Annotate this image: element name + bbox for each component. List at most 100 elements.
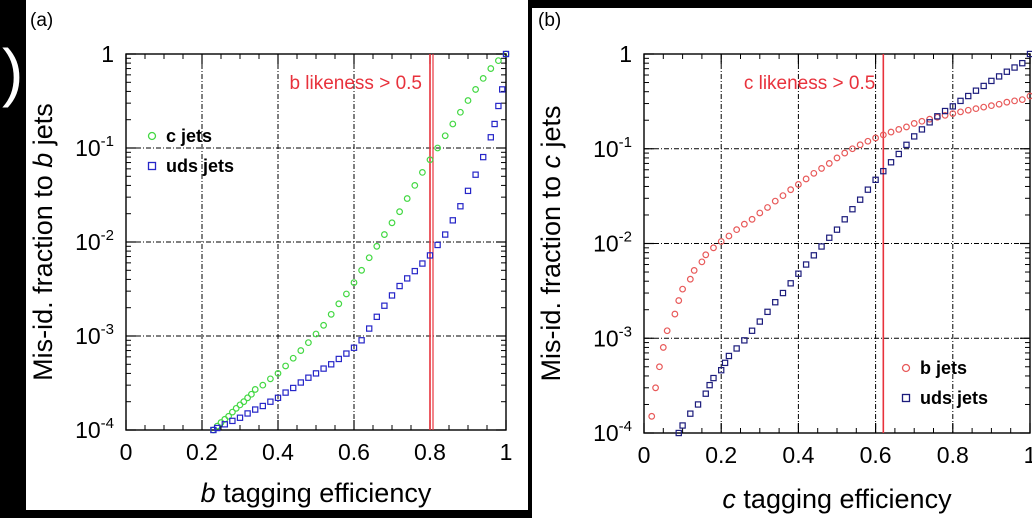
y-tick-label: 1 (619, 41, 632, 67)
data-point-0 (764, 204, 771, 211)
data-point-0 (748, 215, 756, 223)
data-point-1 (366, 325, 373, 332)
data-point-0 (949, 110, 957, 117)
legend-label: c jets (166, 126, 212, 146)
data-point-1 (911, 133, 918, 140)
data-point-0 (274, 370, 282, 377)
x-tick-label: 0.8 (937, 442, 969, 468)
data-point-1 (491, 120, 498, 128)
data-point-0 (698, 258, 706, 266)
data-point-1 (957, 97, 964, 105)
data-point-1 (718, 367, 725, 374)
data-point-0 (910, 120, 918, 127)
y-tick-exponent: -1 (101, 133, 114, 150)
data-point-0 (656, 363, 663, 371)
data-point-1 (350, 344, 358, 351)
data-point-1 (297, 379, 305, 386)
data-point-1 (464, 187, 472, 195)
data-point-1 (841, 216, 848, 223)
data-point-1 (1026, 50, 1032, 58)
x-tick-label: 0.4 (782, 442, 814, 468)
data-point-1 (872, 176, 879, 184)
data-point-1 (895, 150, 902, 158)
y-tick-label: 1 (101, 41, 114, 67)
y-tick-exponent: -2 (101, 227, 114, 244)
data-point-0 (217, 419, 225, 426)
data-point-1 (679, 422, 686, 429)
data-point-1 (236, 414, 244, 421)
data-point-1 (903, 141, 910, 149)
y-tick-exponent: -3 (619, 323, 632, 340)
legend-label: uds jets (166, 156, 234, 176)
data-point-1 (675, 429, 682, 437)
data-point-0 (964, 106, 972, 114)
data-point-1 (988, 77, 995, 85)
data-point-0 (320, 321, 328, 329)
data-point-0 (251, 386, 259, 393)
data-point-0 (426, 156, 434, 164)
y-tick-label: 10-2 (593, 229, 632, 257)
data-point-0 (717, 238, 725, 245)
data-point-0 (833, 154, 841, 162)
y-tick-base: 10 (75, 135, 101, 161)
data-point-0 (381, 231, 388, 238)
data-point-1 (373, 313, 381, 321)
y-tick-base: 10 (593, 325, 619, 351)
x-tick-label: 1 (1024, 442, 1032, 468)
x-tick-label: 0.2 (186, 439, 218, 465)
data-point-1 (419, 260, 426, 267)
data-point-0 (957, 108, 964, 116)
data-point-0 (411, 182, 419, 189)
y-axis-label-prefix: Mis-id. fraction to (28, 168, 58, 381)
data-point-1 (764, 308, 771, 316)
x-tick-label: 0.6 (860, 442, 892, 468)
data-point-0 (464, 97, 472, 104)
data-point-1 (702, 390, 709, 397)
data-point-1 (810, 252, 818, 259)
data-point-1 (290, 384, 297, 392)
data-point-1 (502, 50, 510, 58)
y-tick-exponent: -1 (619, 134, 632, 151)
y-tick-base: 10 (593, 420, 619, 446)
y-axis-label-suffix: jets (536, 105, 566, 155)
legend-label: uds jets (920, 388, 988, 408)
data-point-1 (926, 119, 933, 126)
data-point-0 (710, 244, 717, 252)
data-point-1 (687, 410, 694, 417)
y-tick-base: 10 (75, 229, 101, 255)
data-point-0 (312, 330, 320, 338)
y-axis-label-prefix: Mis-id. fraction to (536, 168, 566, 381)
data-point-0 (675, 297, 683, 304)
legend-marker (147, 161, 157, 171)
x-axis-label-rest: tagging efficiency (216, 478, 432, 508)
data-point-0 (396, 208, 404, 216)
data-point-0 (895, 126, 903, 133)
data-point-0 (434, 144, 442, 152)
data-point-0 (972, 105, 980, 113)
legend-marker (901, 363, 911, 373)
y-axis-label-suffix: jets (28, 103, 58, 153)
data-point-1 (980, 82, 987, 90)
data-point-1 (267, 398, 274, 405)
data-point-0 (671, 310, 679, 318)
data-point-0 (872, 134, 880, 142)
data-point-0 (779, 192, 787, 200)
y-tick-exponent: -2 (619, 229, 632, 246)
data-point-1 (259, 402, 266, 410)
left-edge-glyph: ) (2, 36, 23, 108)
x-axis-label-italic: c (722, 484, 736, 514)
data-point-1 (343, 350, 350, 357)
data-point-0 (259, 381, 267, 389)
data-point-1 (210, 426, 217, 434)
data-point-0 (228, 408, 236, 416)
data-point-1 (864, 186, 872, 193)
data-point-0 (659, 344, 667, 351)
data-point-1 (748, 327, 756, 334)
data-point-0 (903, 123, 910, 131)
data-point-0 (941, 111, 949, 119)
data-point-1 (741, 337, 748, 344)
data-point-0 (802, 175, 810, 183)
data-point-0 (771, 197, 779, 205)
data-point-0 (756, 209, 764, 217)
